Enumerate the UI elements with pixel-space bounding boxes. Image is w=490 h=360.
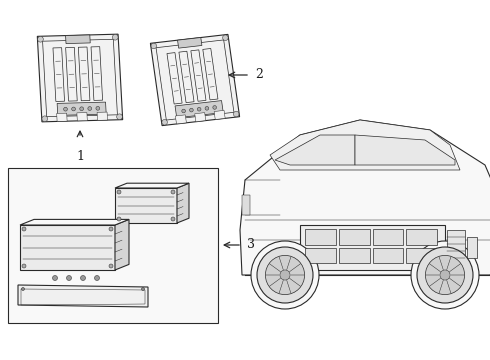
Circle shape: [88, 107, 92, 111]
Circle shape: [440, 270, 450, 280]
Bar: [406, 248, 437, 263]
Circle shape: [22, 227, 26, 231]
Bar: [372, 248, 403, 263]
Bar: [300, 225, 445, 270]
Circle shape: [117, 190, 121, 194]
Bar: [339, 229, 369, 244]
Circle shape: [38, 36, 43, 42]
Circle shape: [162, 120, 168, 125]
Circle shape: [117, 217, 121, 221]
Polygon shape: [20, 225, 115, 270]
Circle shape: [64, 107, 68, 111]
Polygon shape: [77, 113, 87, 121]
Circle shape: [197, 107, 201, 111]
Bar: [406, 229, 437, 244]
Polygon shape: [175, 115, 186, 124]
Circle shape: [142, 288, 145, 291]
Bar: [467, 237, 477, 258]
Circle shape: [112, 35, 118, 40]
Circle shape: [109, 227, 113, 231]
Circle shape: [80, 275, 85, 280]
Polygon shape: [214, 111, 225, 120]
Circle shape: [257, 247, 313, 303]
Text: 1: 1: [76, 150, 84, 163]
Circle shape: [171, 190, 175, 194]
Polygon shape: [66, 35, 90, 44]
Circle shape: [171, 217, 175, 221]
Polygon shape: [177, 37, 202, 48]
Bar: [8, 168, 218, 323]
Bar: [372, 229, 403, 244]
Circle shape: [417, 247, 473, 303]
Polygon shape: [115, 183, 189, 188]
Polygon shape: [20, 219, 129, 225]
Circle shape: [22, 288, 24, 291]
Polygon shape: [57, 113, 67, 121]
Bar: [447, 230, 465, 265]
Circle shape: [411, 241, 479, 309]
Circle shape: [233, 111, 239, 117]
Circle shape: [182, 109, 186, 113]
Polygon shape: [275, 135, 355, 165]
Polygon shape: [355, 135, 455, 165]
Circle shape: [213, 105, 217, 109]
Circle shape: [96, 107, 99, 110]
Circle shape: [117, 114, 122, 120]
Bar: [339, 248, 369, 263]
Bar: [305, 248, 336, 263]
Polygon shape: [150, 35, 240, 126]
Polygon shape: [57, 102, 106, 116]
Circle shape: [109, 264, 113, 268]
Circle shape: [52, 275, 57, 280]
Polygon shape: [37, 34, 122, 122]
Circle shape: [67, 275, 72, 280]
Circle shape: [280, 270, 290, 280]
Polygon shape: [177, 183, 189, 223]
Polygon shape: [195, 113, 206, 122]
Text: 2: 2: [255, 68, 263, 81]
Circle shape: [190, 108, 193, 112]
Polygon shape: [115, 219, 129, 270]
Circle shape: [266, 255, 305, 294]
Polygon shape: [97, 112, 107, 120]
Circle shape: [80, 107, 84, 111]
Polygon shape: [18, 285, 148, 307]
Circle shape: [251, 241, 319, 309]
Bar: [305, 229, 336, 244]
Text: 3: 3: [247, 238, 255, 252]
Circle shape: [95, 275, 99, 280]
Polygon shape: [240, 120, 490, 275]
Circle shape: [42, 116, 48, 122]
Circle shape: [72, 107, 75, 111]
Circle shape: [205, 107, 209, 110]
Circle shape: [151, 43, 156, 49]
Bar: [242, 195, 250, 215]
Circle shape: [22, 264, 26, 268]
Circle shape: [425, 255, 465, 294]
Circle shape: [222, 35, 228, 40]
Polygon shape: [270, 120, 460, 170]
Polygon shape: [115, 188, 177, 223]
Polygon shape: [175, 100, 223, 118]
